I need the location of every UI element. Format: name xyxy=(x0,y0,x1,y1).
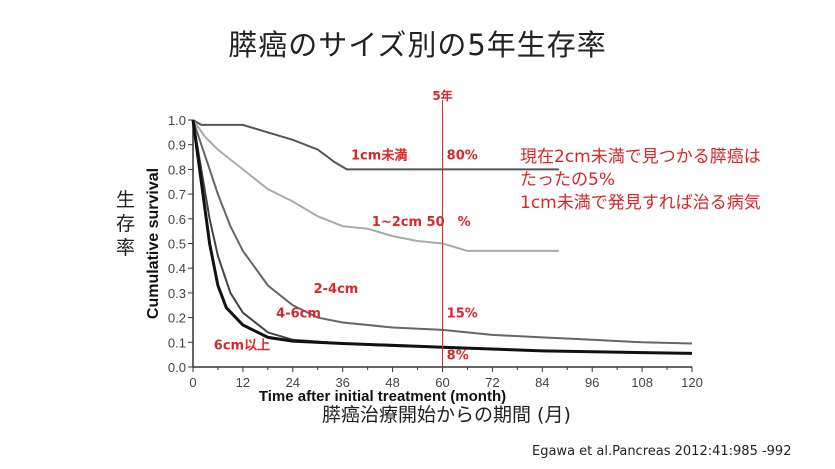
y-tick-label: 0.8 xyxy=(168,162,186,177)
note-text: 現在2cm未満で見つかる膵癌は たったの5% 1cm未満で発見すれば治る病気 xyxy=(520,146,761,215)
x-tick-label: 120 xyxy=(681,375,703,390)
x-axis-label-jp: 膵癌治療開始からの期間 (月) xyxy=(322,404,571,426)
y-axis-label-jp: 生存率 xyxy=(116,189,136,259)
annotation: 80% xyxy=(447,149,478,164)
x-tick-label: 60 xyxy=(435,375,449,390)
annotation: 1cm未満 xyxy=(351,148,407,164)
x-tick-label: 12 xyxy=(236,375,250,390)
y-axis-label: Cumulative survival xyxy=(145,168,162,319)
y-tick-label: 0.9 xyxy=(168,138,186,153)
series-line-2-4cm xyxy=(192,119,693,345)
series-line-6cm以上 xyxy=(191,119,693,355)
annotation: 6cm以上 xyxy=(214,339,270,354)
slide-title: 膵癌のサイズ別の5年生存率 xyxy=(228,28,607,62)
x-tick-label: 96 xyxy=(585,375,599,390)
y-tick-label: 0.5 xyxy=(168,237,186,252)
x-tick-label: 72 xyxy=(485,375,499,390)
note-line: 現在2cm未満で見つかる膵癌は xyxy=(520,147,761,167)
x-tick-label: 24 xyxy=(286,375,300,390)
y-tick-label: 0.3 xyxy=(168,286,186,301)
y-tick-label: 0.6 xyxy=(168,212,186,227)
citation: Egawa et al.Pancreas 2012:41:985 -992 xyxy=(532,444,792,459)
annotation: 2-4cm xyxy=(314,282,359,297)
annotation: 1~2cm 50 % xyxy=(372,215,471,230)
annotation: 8% xyxy=(447,349,469,364)
series-line-1~2cm xyxy=(192,119,559,252)
annotation: 15% xyxy=(447,307,478,322)
y-tick-label: 0.0 xyxy=(168,360,186,375)
note-line: たったの5% xyxy=(520,170,615,190)
x-tick-label: 48 xyxy=(385,375,399,390)
x-tick-label: 36 xyxy=(335,375,349,390)
note-line: 1cm未満で発見すれば治る病気 xyxy=(520,193,761,213)
y-tick-label: 0.1 xyxy=(168,335,186,350)
annotation: 4-6cm xyxy=(276,307,321,322)
y-tick-label: 0.2 xyxy=(168,311,186,326)
x-axis-label: Time after initial treatment (month) xyxy=(259,388,506,405)
y-tick-label: 0.7 xyxy=(168,187,186,202)
series-line-1cm未満 xyxy=(192,119,559,171)
five-year-marker-label: 5年 xyxy=(432,88,452,103)
y-tick-label: 1.0 xyxy=(168,113,186,128)
x-tick-label: 0 xyxy=(189,375,196,390)
x-tick-label: 108 xyxy=(631,375,653,390)
x-tick-label: 84 xyxy=(535,375,549,390)
y-tick-label: 0.4 xyxy=(168,261,186,276)
